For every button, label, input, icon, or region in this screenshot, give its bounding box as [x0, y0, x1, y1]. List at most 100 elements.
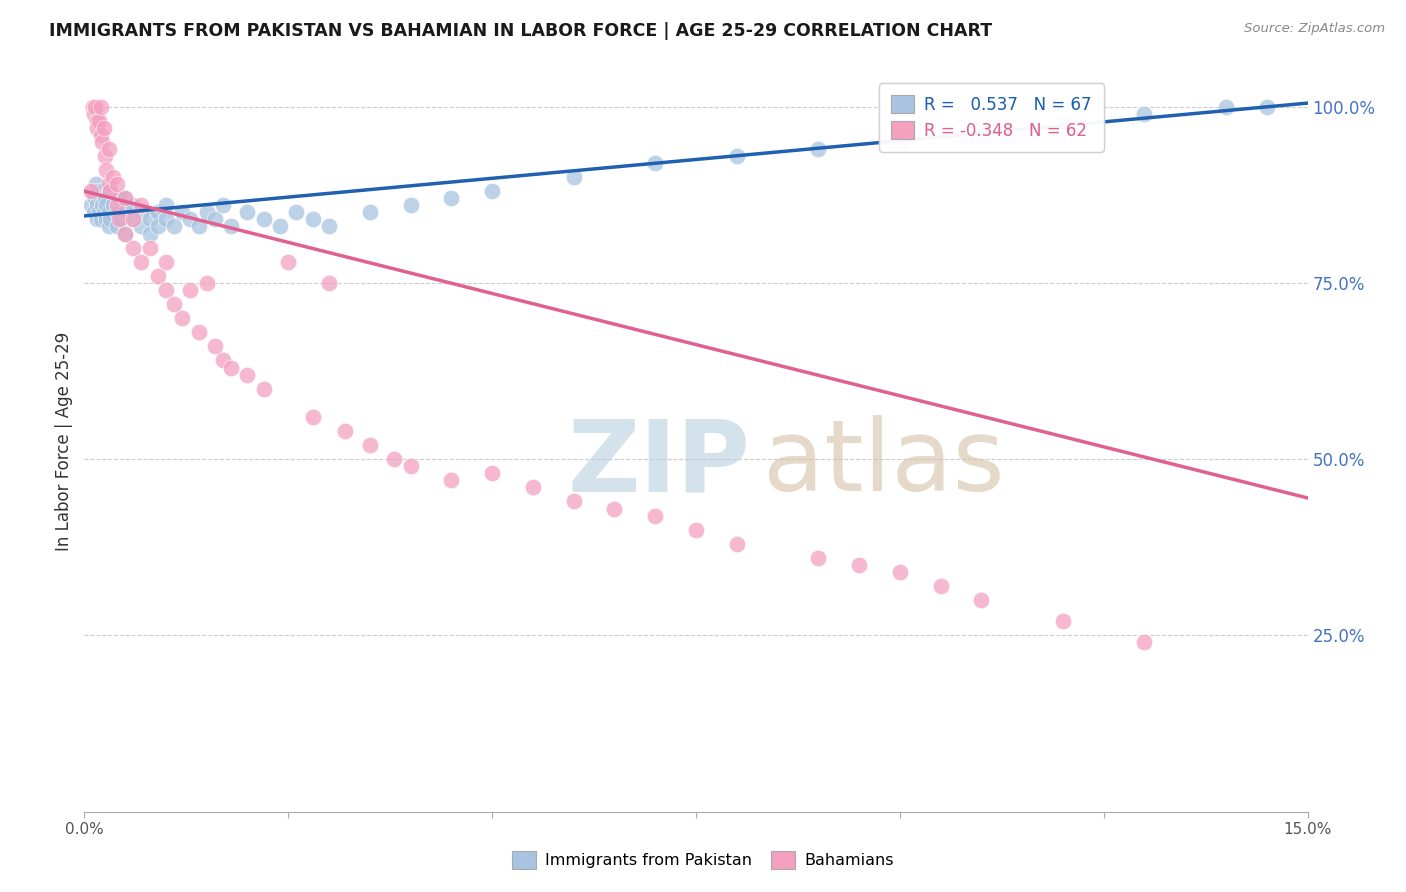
Point: [359, 205, 381, 219]
Point: [219, 360, 242, 375]
Legend: Immigrants from Pakistan, Bahamians: Immigrants from Pakistan, Bahamians: [505, 845, 901, 875]
Point: [100, 212, 122, 227]
Point: [87, 184, 110, 198]
Point: [90, 212, 112, 227]
Point: [269, 219, 291, 234]
Point: [86, 212, 108, 227]
Point: [94, 212, 117, 227]
Point: [236, 205, 259, 219]
Point: [179, 212, 201, 227]
Point: [848, 558, 870, 572]
Point: [93, 120, 115, 135]
Point: [970, 120, 993, 135]
Point: [86, 120, 108, 135]
Point: [101, 198, 124, 212]
Point: [146, 268, 169, 283]
Point: [101, 170, 124, 185]
Point: [204, 339, 226, 353]
Point: [107, 191, 129, 205]
Point: [90, 100, 112, 114]
Point: [179, 283, 201, 297]
Point: [122, 198, 145, 212]
Point: [277, 254, 299, 268]
Point: [100, 184, 122, 198]
Point: [122, 241, 145, 255]
Point: [114, 227, 136, 241]
Point: [318, 276, 340, 290]
Point: [155, 198, 177, 212]
Point: [807, 142, 830, 156]
Point: [105, 219, 128, 234]
Point: [93, 191, 115, 205]
Point: [83, 205, 105, 219]
Point: [970, 593, 993, 607]
Point: [644, 156, 666, 170]
Text: ZIP: ZIP: [568, 416, 751, 512]
Point: [889, 565, 911, 579]
Point: [382, 452, 405, 467]
Point: [562, 170, 585, 185]
Point: [91, 198, 114, 212]
Point: [97, 177, 120, 191]
Point: [122, 212, 145, 227]
Point: [155, 212, 177, 227]
Point: [146, 205, 169, 219]
Point: [285, 205, 308, 219]
Point: [1052, 113, 1074, 128]
Point: [725, 149, 748, 163]
Point: [1215, 100, 1237, 114]
Point: [131, 198, 153, 212]
Point: [105, 198, 128, 212]
Point: [212, 353, 235, 368]
Point: [97, 142, 120, 156]
Legend: R =   0.537   N = 67, R = -0.348   N = 62: R = 0.537 N = 67, R = -0.348 N = 62: [879, 83, 1104, 152]
Point: [187, 219, 209, 234]
Point: [84, 177, 107, 191]
Point: [122, 212, 145, 227]
Point: [522, 480, 544, 494]
Point: [90, 191, 112, 205]
Point: [399, 459, 422, 474]
Point: [236, 368, 259, 382]
Point: [80, 198, 103, 212]
Point: [253, 212, 276, 227]
Point: [481, 467, 503, 481]
Point: [155, 283, 177, 297]
Point: [97, 219, 120, 234]
Point: [301, 212, 323, 227]
Point: [138, 241, 160, 255]
Point: [562, 494, 585, 508]
Text: Source: ZipAtlas.com: Source: ZipAtlas.com: [1244, 22, 1385, 36]
Point: [87, 205, 110, 219]
Point: [86, 198, 108, 212]
Point: [807, 550, 830, 565]
Point: [97, 205, 120, 219]
Y-axis label: In Labor Force | Age 25-29: In Labor Force | Age 25-29: [55, 332, 73, 551]
Point: [399, 198, 422, 212]
Point: [90, 128, 112, 142]
Point: [97, 184, 120, 198]
Point: [1052, 615, 1074, 629]
Point: [1133, 106, 1156, 120]
Point: [644, 508, 666, 523]
Point: [155, 254, 177, 268]
Point: [603, 501, 626, 516]
Point: [187, 325, 209, 339]
Point: [318, 219, 340, 234]
Point: [114, 191, 136, 205]
Point: [93, 205, 115, 219]
Point: [163, 219, 186, 234]
Point: [114, 191, 136, 205]
Point: [1256, 100, 1278, 114]
Point: [105, 205, 128, 219]
Point: [96, 198, 118, 212]
Point: [1133, 635, 1156, 649]
Point: [131, 205, 153, 219]
Point: [114, 205, 136, 219]
Point: [105, 177, 128, 191]
Point: [172, 311, 194, 326]
Point: [96, 163, 118, 178]
Point: [91, 184, 114, 198]
Point: [83, 106, 105, 120]
Point: [163, 297, 186, 311]
